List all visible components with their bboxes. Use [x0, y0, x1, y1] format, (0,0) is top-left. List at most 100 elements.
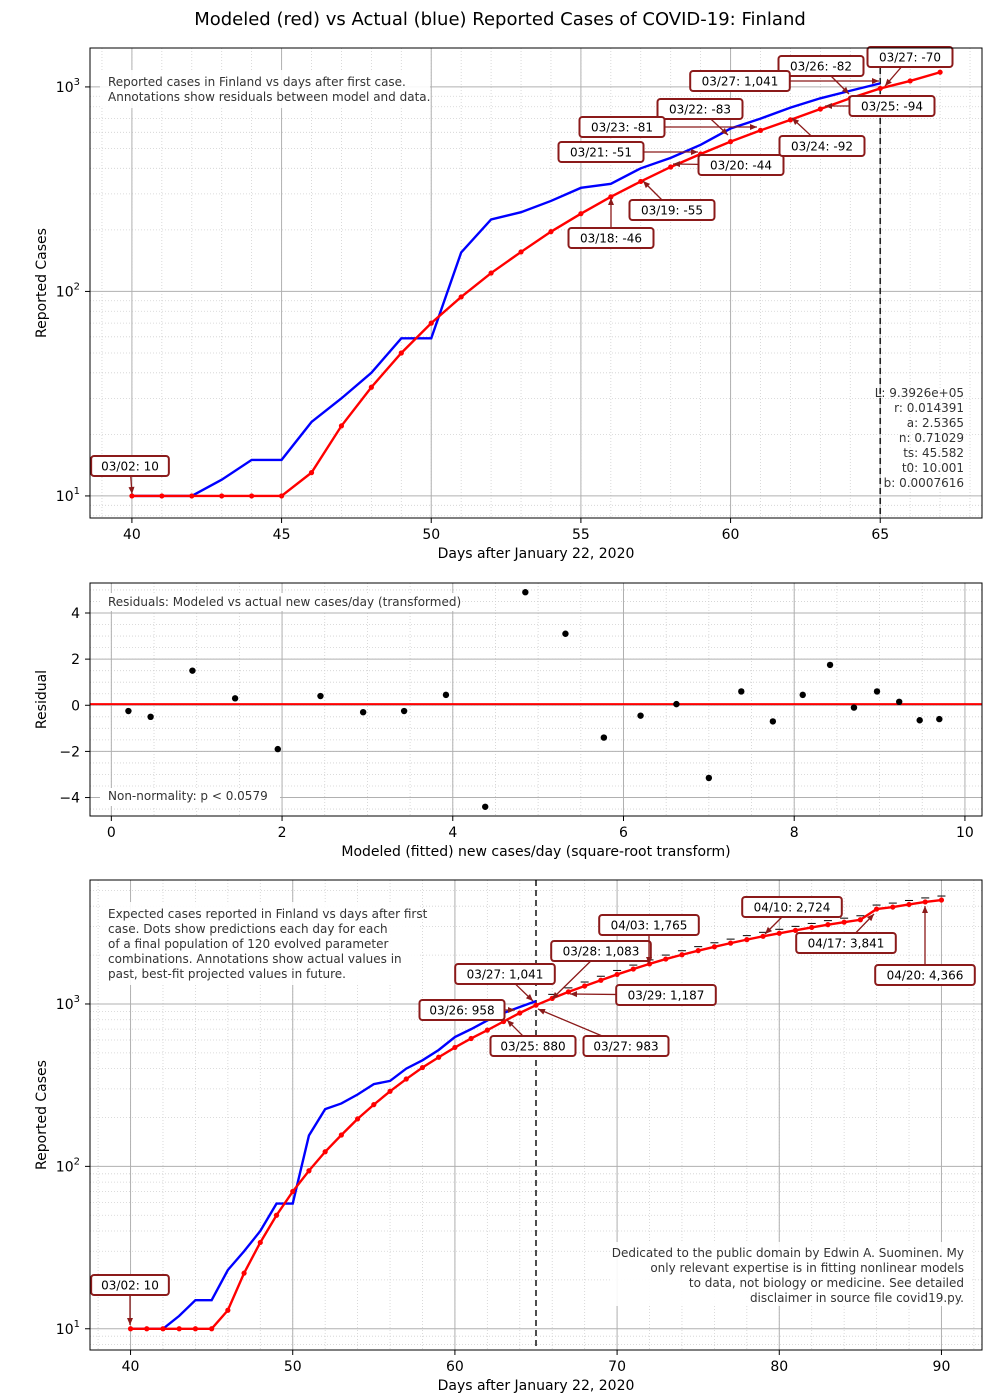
x-tick-label: 60 — [722, 527, 740, 543]
modeled-point — [711, 944, 718, 950]
modeled-point — [614, 971, 620, 978]
modeled-point — [371, 1102, 377, 1108]
note-background — [100, 593, 460, 611]
axes-frame — [89, 47, 983, 519]
x-tick-label: 6 — [619, 825, 628, 841]
residual-point — [799, 691, 806, 699]
residual-point — [705, 774, 713, 782]
grid — [90, 583, 982, 816]
annotation-box — [866, 46, 954, 68]
modeled-point — [630, 966, 636, 972]
residual-point — [896, 698, 903, 706]
param-text-line: n: 0.71029 — [899, 431, 964, 445]
annotation-box — [557, 141, 645, 163]
annotation-label: 03/18: -46 — [580, 232, 642, 246]
grid — [90, 48, 982, 518]
annotation-arrowhead — [608, 198, 614, 205]
axes-frame — [89, 582, 983, 817]
annotation-label: 03/26: -82 — [790, 60, 852, 74]
y-tick-label: 0 — [71, 698, 80, 714]
modeled-point — [452, 1044, 458, 1051]
modeled-point — [517, 1010, 523, 1016]
annotation-arrowhead — [922, 906, 928, 913]
annotation-label: 04/17: 3,841 — [808, 937, 885, 951]
disclaimer-text-line: Dedicated to the public domain by Edwin … — [612, 1246, 964, 1260]
annotation-arrowhead — [885, 78, 892, 86]
annotation-label: 03/20: -44 — [710, 159, 772, 173]
actual-series-line — [131, 82, 881, 498]
residual-point — [317, 692, 324, 700]
param-text-line: r: 0.014391 — [894, 401, 964, 415]
x-tick-label: 90 — [933, 1359, 951, 1375]
annotation-label: 03/22: -83 — [669, 103, 731, 117]
modeled-point — [160, 1326, 166, 1332]
modeled-point — [565, 989, 572, 995]
x-tick-label: 50 — [284, 1359, 302, 1375]
modeled-series-line — [131, 71, 941, 498]
note-text-line: Reported cases in Finland vs days after … — [108, 75, 406, 89]
residual-point — [916, 717, 923, 724]
x-axis-label: Days after January 22, 2020 — [438, 546, 635, 562]
figure-title: Modeled (red) vs Actual (blue) Reported … — [194, 9, 806, 30]
annotation-label: 03/02: 10 — [101, 460, 159, 474]
modeled-point — [679, 952, 685, 958]
annotation-box — [578, 116, 666, 138]
annotation-label: 04/10: 2,724 — [754, 901, 831, 915]
annotation-label: 03/27: 983 — [593, 1040, 658, 1054]
x-tick-label: 40 — [123, 527, 141, 543]
annotation-arrowhead — [825, 103, 832, 109]
annotation-label: 03/27: -70 — [879, 51, 941, 65]
modeled-point — [278, 493, 285, 499]
note-background — [100, 902, 420, 985]
modeled-point — [841, 919, 847, 925]
modeled-point — [403, 1076, 409, 1082]
annotation-label: 03/25: -94 — [861, 100, 923, 114]
modeled-point — [728, 940, 734, 946]
annotation-box — [90, 1274, 170, 1296]
y-tick-label: 102 — [56, 281, 80, 300]
residual-point — [147, 713, 154, 721]
annotation-label: 03/02: 10 — [101, 1279, 159, 1293]
modeled-point — [209, 1326, 215, 1332]
y-axis-label: Residual — [34, 670, 50, 729]
residual-point — [189, 667, 196, 674]
modeled-point — [273, 1212, 280, 1218]
modeled-point — [548, 229, 554, 235]
y-axis-label: Reported Cases — [34, 228, 50, 338]
note-text-line: Expected cases reported in Finland vs da… — [108, 907, 428, 921]
residual-point — [482, 803, 489, 810]
param-text-line: b: 0.0007616 — [884, 476, 964, 490]
residual-point — [400, 707, 408, 715]
axes-frame — [89, 879, 983, 1351]
modeled-point — [387, 1088, 393, 1094]
modeled-point — [225, 1307, 231, 1313]
modeled-point — [598, 977, 604, 983]
residual-point — [125, 707, 132, 715]
annotation-arrowhead — [872, 78, 879, 84]
annotation-box — [582, 1035, 670, 1057]
modeled-point — [368, 384, 374, 390]
modeled-point — [608, 194, 614, 200]
residual-point — [637, 712, 644, 719]
residual-point — [769, 718, 777, 725]
x-tick-label: 80 — [770, 1359, 788, 1375]
residual-point — [936, 715, 943, 723]
modeled-point — [638, 178, 644, 185]
modeled-point — [192, 1326, 199, 1332]
residual-point — [274, 745, 281, 753]
annotation-label: 03/27: 1,041 — [467, 968, 544, 982]
annotation-box — [90, 455, 170, 477]
annotation-label: 03/23: -81 — [591, 121, 653, 135]
modeled-point — [857, 917, 863, 923]
annotation-label: 03/27: 1,041 — [702, 75, 779, 89]
note-background — [100, 788, 280, 806]
annotation-arrowhead — [792, 118, 800, 125]
residual-point — [850, 704, 858, 711]
modeled-point — [809, 924, 815, 931]
note-background — [100, 70, 430, 108]
modeled-point — [322, 1149, 328, 1155]
modeled-point — [817, 106, 823, 112]
modeled-point — [744, 937, 750, 943]
y-tick-label: 4 — [71, 606, 80, 622]
param-text-line: t0: 10.001 — [902, 461, 964, 475]
